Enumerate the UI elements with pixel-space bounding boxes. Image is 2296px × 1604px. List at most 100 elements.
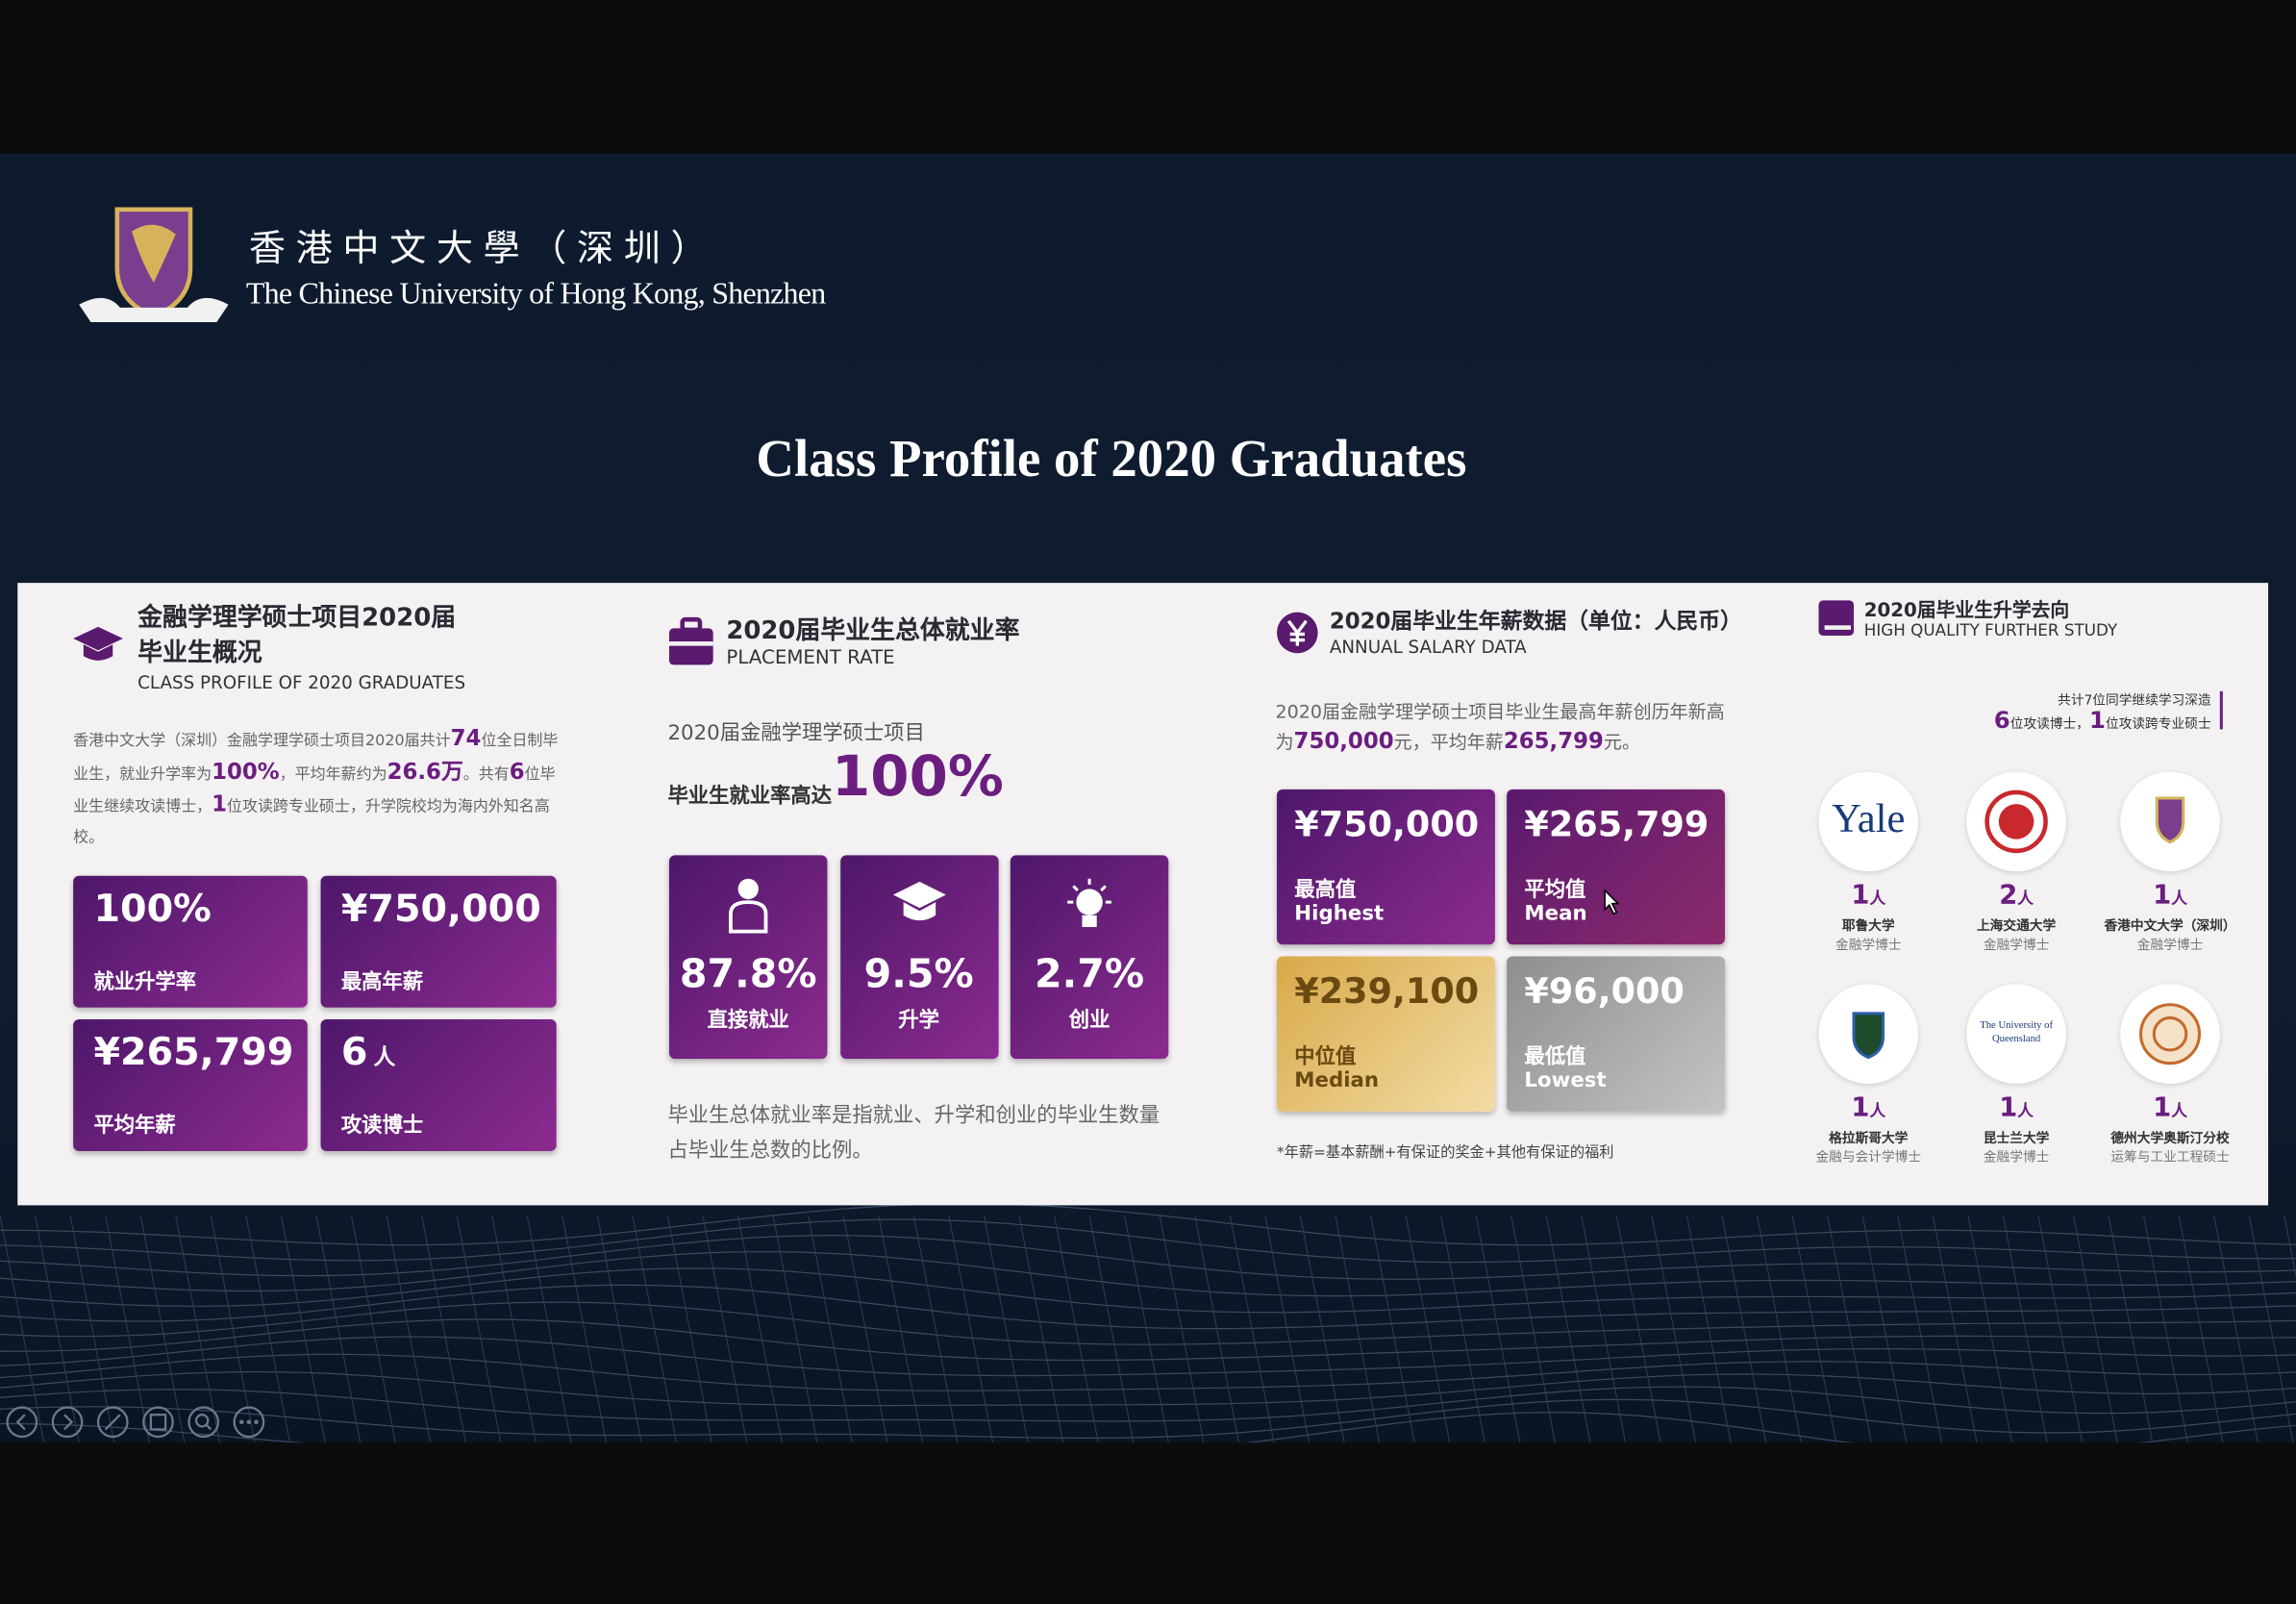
mesh-line — [983, 1215, 1029, 1443]
logo-emblem — [1836, 1002, 1901, 1066]
mesh-line — [1861, 1215, 1908, 1443]
section-title-en: ANNUAL SALARY DATA — [1329, 637, 1527, 658]
mesh-line — [1757, 1215, 1802, 1443]
text: 香港中文大学（深圳）金融学理学硕士项目2020届共计 — [73, 732, 451, 750]
prev-button[interactable] — [6, 1406, 38, 1439]
card-value: ¥750,000 — [341, 888, 541, 932]
zoom-button[interactable] — [187, 1406, 220, 1439]
text: 位毕业生继续攻读博士， — [73, 764, 556, 816]
placement-line: 毕业生就业率高达 — [667, 785, 833, 809]
highlight: 265,799 — [1503, 727, 1604, 755]
salary-value: ¥96,000 — [1524, 970, 1685, 1013]
salary-card: ¥239,100 中位值 Median — [1277, 956, 1495, 1112]
mesh-line — [0, 1353, 2296, 1391]
count: 1 — [1851, 1092, 1870, 1124]
placement-note: 毕业生总体就业率是指就业、升学和创业的毕业生数量占毕业生总数的比例。 — [667, 1104, 1160, 1164]
profile-paragraph: 香港中文大学（深圳）金融学理学硕士项目2020届共计74位全日制毕业生，就业升学… — [73, 723, 563, 852]
text: 位攻读博士， — [2009, 717, 2090, 733]
value: ¥750,000 — [340, 887, 541, 932]
section-title-cn: 毕业生概况 — [137, 639, 262, 668]
section-title-cn: 金融学理学硕士项目2020届 — [137, 603, 457, 633]
mesh-line — [0, 1218, 2296, 1264]
mesh-line — [2037, 1215, 2084, 1443]
pen-button[interactable] — [96, 1406, 129, 1439]
mesh-line — [69, 1215, 115, 1443]
rate-value: 9.5% — [863, 951, 974, 998]
text: ，平均年薪约为 — [279, 764, 387, 784]
school-program: 金融与会计学博士 — [1815, 1151, 1922, 1166]
mesh-line — [210, 1215, 256, 1443]
text: 元。 — [1603, 730, 1641, 753]
rate-label: 创业 — [1068, 1009, 1111, 1033]
logo-emblem — [2138, 1002, 2203, 1066]
mesh-line — [245, 1215, 291, 1443]
salary-card: ¥96,000 最低值 Lowest — [1507, 956, 1726, 1112]
salary-label-en: Highest — [1294, 902, 1385, 926]
mesh-line — [0, 1336, 2296, 1377]
salary-card: ¥265,799 平均值 Mean — [1507, 789, 1726, 945]
placement-rate: 100% — [832, 743, 1004, 809]
accent-bar — [2219, 690, 2223, 730]
mesh-line — [808, 1215, 853, 1443]
mesh-line — [0, 1318, 2296, 1362]
mesh-line — [0, 1301, 2296, 1345]
count: 1 — [1999, 1092, 2018, 1124]
mesh-line — [1651, 1215, 1697, 1443]
salary-label-en: Median — [1294, 1068, 1380, 1093]
salary-label-cn: 中位值 — [1294, 1045, 1357, 1069]
value: 6 — [340, 1031, 368, 1075]
school-program: 金融学博士 — [1835, 939, 1902, 954]
unit: 人 — [1869, 1101, 1886, 1121]
salary-label-en: Lowest — [1524, 1068, 1607, 1093]
highlight: 74 — [450, 724, 482, 752]
logo-emblem — [2138, 789, 2203, 854]
stat-card: 6 人攻读博士 — [320, 1018, 557, 1152]
briefcase-icon — [667, 616, 714, 666]
mesh-line — [1264, 1215, 1310, 1443]
school-count: 1人 — [1958, 1092, 2075, 1123]
highlight: 1 — [2089, 706, 2106, 735]
mesh-line — [948, 1215, 994, 1443]
rate-icon — [669, 876, 827, 940]
mesh-line — [1791, 1215, 1837, 1443]
text: 位攻读跨专业硕士，升学院校均为海内外知名高校。 — [73, 798, 550, 846]
more-button[interactable] — [233, 1406, 265, 1439]
mesh-line — [350, 1215, 396, 1443]
mesh-line — [0, 1235, 2296, 1280]
section-title-en: PLACEMENT RATE — [726, 647, 895, 669]
school-count: 1人 — [1809, 880, 1927, 911]
mesh-line — [2002, 1215, 2048, 1443]
mesh-line — [1440, 1215, 1485, 1443]
highlight: 26.6万 — [387, 758, 463, 785]
school-count: 1人 — [2111, 880, 2229, 911]
mesh-line — [1405, 1215, 1451, 1443]
mesh-line — [737, 1215, 783, 1443]
text: 元，平均年薪 — [1393, 730, 1504, 753]
mesh-line — [0, 1251, 2296, 1297]
mesh-line — [1932, 1215, 1978, 1443]
mesh-line — [2072, 1215, 2118, 1443]
mesh-line — [421, 1215, 466, 1443]
salary-value: ¥750,000 — [1294, 804, 1480, 845]
mesh-line — [1510, 1215, 1556, 1443]
rate-card: 87.8% 直接就业 — [668, 855, 828, 1060]
mesh-line — [1018, 1215, 1064, 1443]
mesh-line — [1159, 1215, 1205, 1443]
stat-card: ¥750,000 最高年薪 — [320, 875, 557, 1008]
stat-card: 100% 就业升学率 — [73, 875, 308, 1008]
mesh-line — [280, 1215, 326, 1443]
next-button[interactable] — [51, 1406, 84, 1439]
rate-card: 2.7% 创业 — [1010, 855, 1169, 1060]
section-title-cn: 2020届毕业生总体就业率 — [726, 616, 1020, 646]
school-program: 运筹与工业工程硕士 — [2110, 1151, 2230, 1166]
mesh-line — [1545, 1215, 1591, 1443]
mesh-line — [386, 1215, 432, 1443]
mesh-line — [596, 1215, 642, 1443]
salary-label-cn: 平均值 — [1524, 878, 1586, 903]
slides-button[interactable] — [142, 1406, 174, 1439]
school-logo — [1818, 984, 1919, 1084]
value: 100% — [93, 887, 212, 932]
highlight: 6 — [1993, 706, 2010, 735]
